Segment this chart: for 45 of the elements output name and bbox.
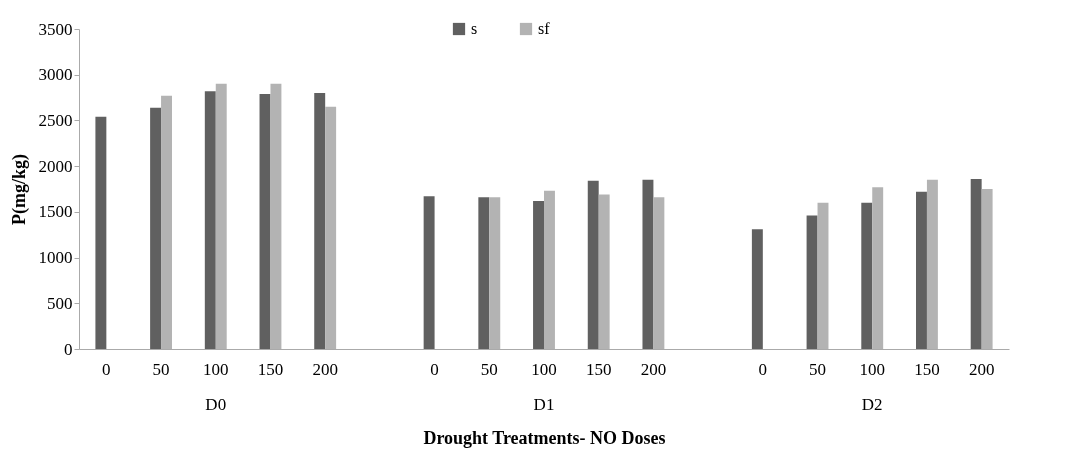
x-tick-label: 0 xyxy=(430,359,439,379)
y-tick-label: 2500 xyxy=(38,110,73,130)
bar xyxy=(95,116,107,349)
bar xyxy=(861,202,873,349)
bar xyxy=(751,229,763,349)
y-tick-label: 1500 xyxy=(38,202,73,222)
bar xyxy=(642,179,654,349)
y-tick-label: 3500 xyxy=(38,19,73,39)
x-tick-label: 0 xyxy=(102,359,111,379)
bar xyxy=(587,180,599,349)
bar xyxy=(204,91,216,349)
bar xyxy=(806,215,818,349)
x-tick-label: 150 xyxy=(914,359,940,379)
text: D0 xyxy=(205,395,227,414)
x-tick-label: 200 xyxy=(640,359,667,379)
legend-label: s xyxy=(471,20,478,37)
legend-label: sf xyxy=(538,20,551,37)
x-tick-label: 100 xyxy=(203,359,229,379)
x-tick-label: 50 xyxy=(152,359,170,379)
y-tick-label: 1000 xyxy=(38,248,73,268)
bar xyxy=(916,191,927,349)
y-tick-label: 0 xyxy=(64,339,73,359)
x-tick-label: 200 xyxy=(312,359,338,379)
bar xyxy=(259,93,271,349)
x-tick-label: 150 xyxy=(257,359,284,379)
bar xyxy=(423,196,435,349)
x-tick-label: 100 xyxy=(859,359,885,379)
y-tick-label: 500 xyxy=(47,293,73,313)
y-tick-label: 3000 xyxy=(38,65,73,85)
x-tick-label: 0 xyxy=(758,359,768,379)
bar xyxy=(150,107,162,349)
bar xyxy=(478,197,490,349)
x-tick-label: 50 xyxy=(809,359,827,379)
bar xyxy=(533,200,544,349)
x-tick-label: 100 xyxy=(531,359,557,379)
text: D1 xyxy=(533,395,555,414)
x-axis-title: Drought Treatments- NO Doses xyxy=(423,427,666,448)
y-axis-title: P(mg/kg) xyxy=(8,154,30,225)
x-tick-label: 150 xyxy=(585,359,612,379)
bar xyxy=(970,178,982,349)
y-tick-label: 2000 xyxy=(38,156,73,176)
x-tick-label: 200 xyxy=(968,359,995,379)
x-tick-label: 50 xyxy=(480,359,498,379)
text: D2 xyxy=(861,395,883,414)
bar xyxy=(314,93,326,349)
